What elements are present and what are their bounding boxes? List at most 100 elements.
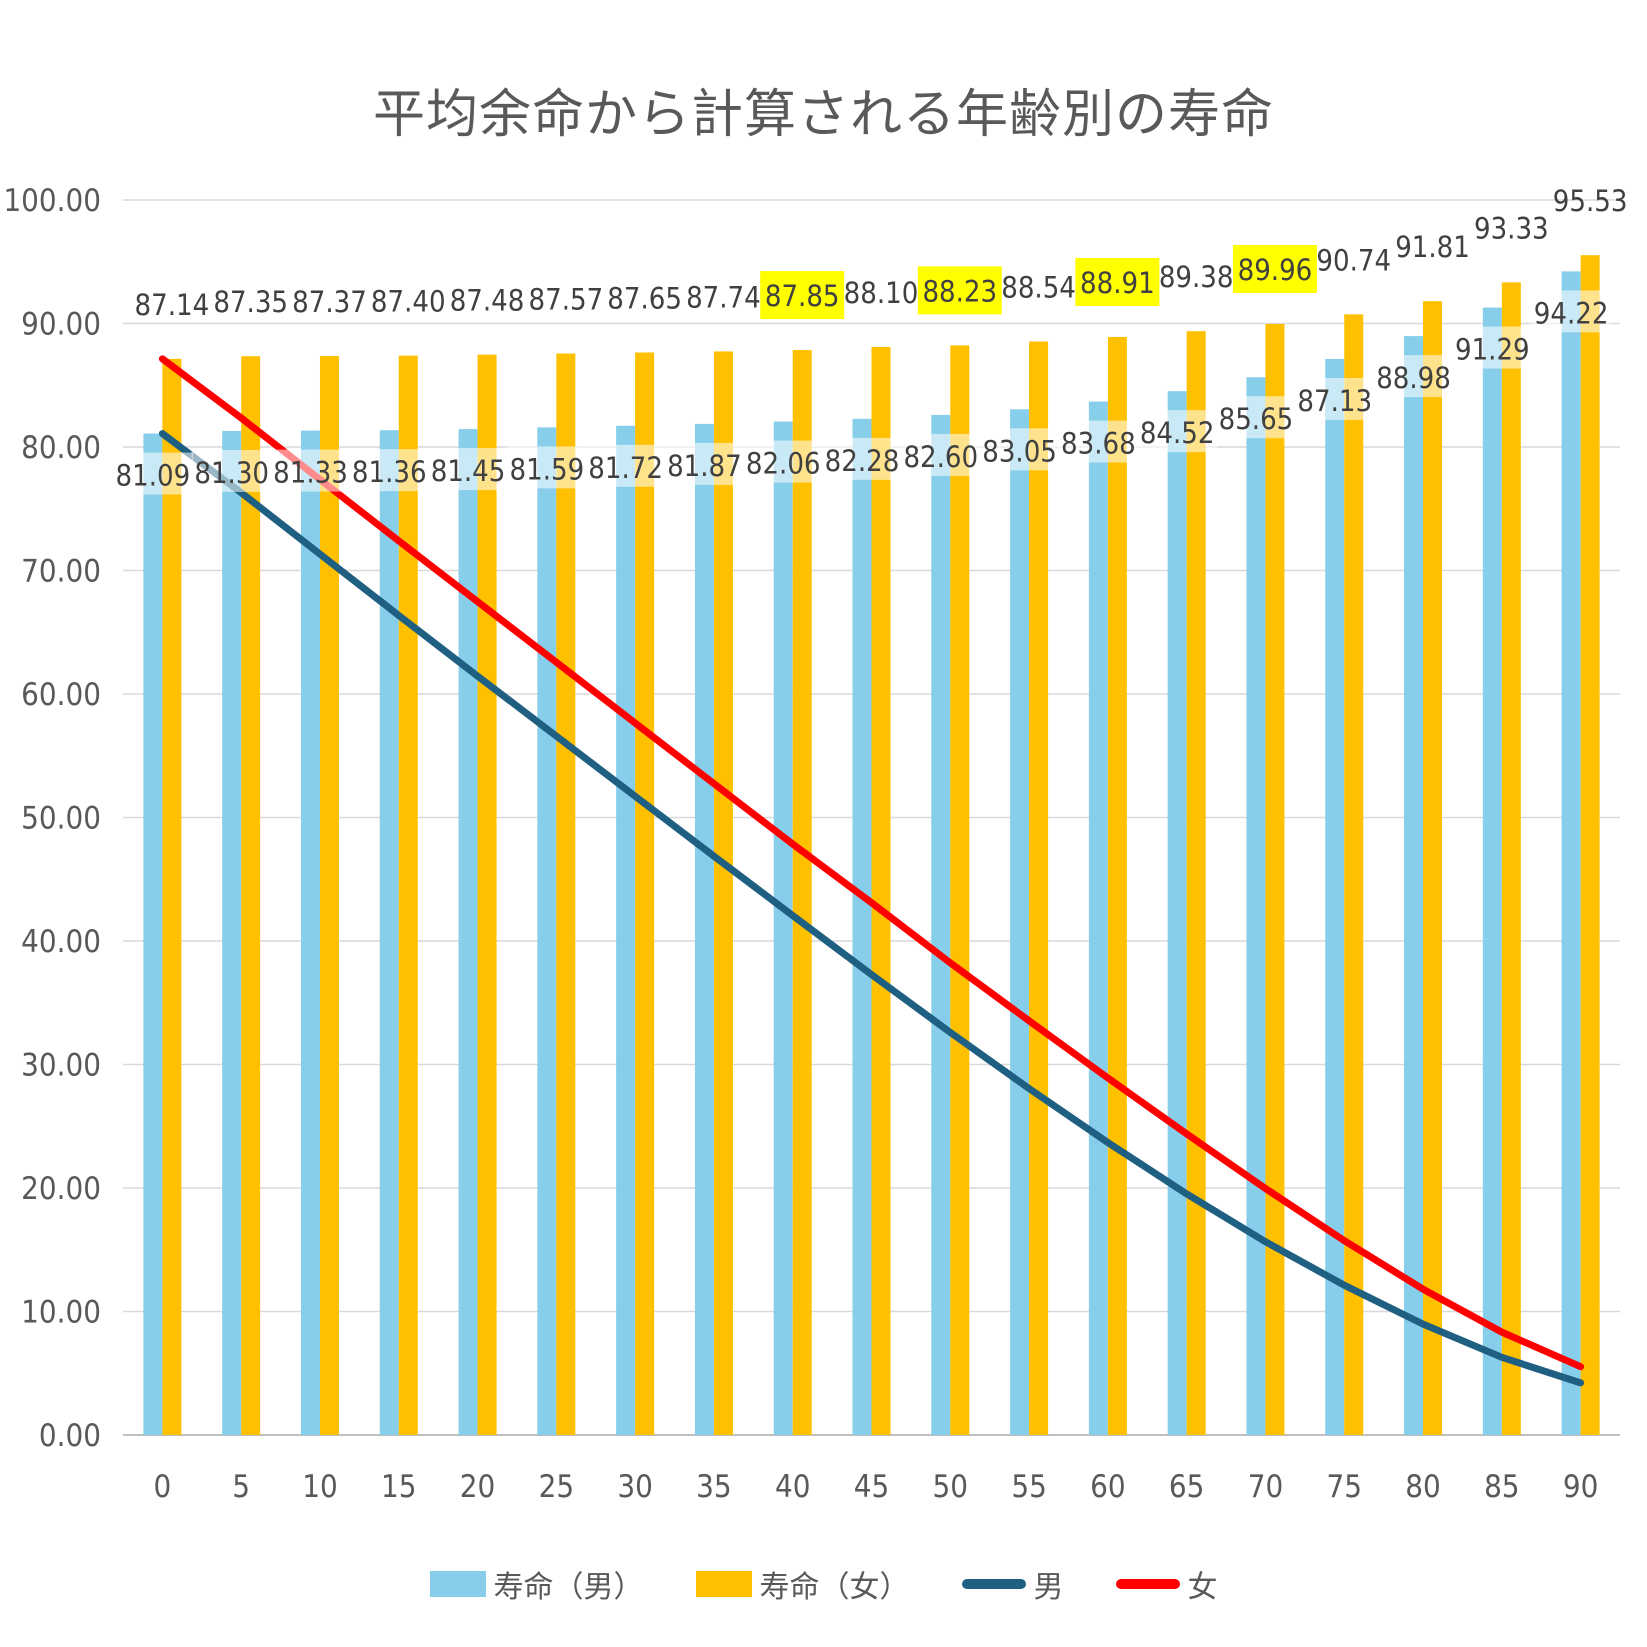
bar-male (1246, 377, 1266, 1435)
label-bg-male (1058, 420, 1139, 463)
label-highlight (917, 266, 1002, 315)
data-label-female: 88.23 (922, 274, 997, 308)
data-label-female: 87.35 (213, 285, 288, 319)
data-label-female: 89.96 (1238, 253, 1313, 287)
label-bg-male (743, 440, 824, 483)
legend-item-male-line: 男 (961, 1562, 1064, 1606)
legend-label-female-bar: 寿命（女） (759, 1570, 910, 1605)
x-tick-label: 10 (302, 1469, 337, 1505)
y-tick-label: 80.00 (21, 430, 101, 466)
y-tick-label: 30.00 (21, 1048, 101, 1084)
x-tick-label: 55 (1011, 1469, 1046, 1505)
y-tick-label: 100.00 (3, 183, 101, 219)
data-label-male: 94.22 (1534, 296, 1609, 330)
bar-female (319, 355, 339, 1436)
label-bg-male (1215, 396, 1296, 439)
data-label-female: 90.74 (1316, 243, 1391, 277)
data-label-female: 87.37 (292, 285, 367, 319)
label-bg-male (428, 448, 509, 491)
data-label-female: 91.81 (1395, 230, 1470, 264)
bar-male (1404, 336, 1424, 1436)
legend-label-male-bar: 寿命（男） (493, 1570, 644, 1605)
bar-female (792, 350, 812, 1435)
data-label-female: 88.10 (844, 276, 919, 310)
y-tick-label: 50.00 (21, 801, 101, 837)
label-highlight (760, 271, 845, 320)
x-tick-label: 25 (539, 1469, 574, 1505)
y-tick-label: 10.00 (21, 1295, 101, 1331)
legend: 寿命（男） 寿命（女） 男 女 (0, 1562, 1647, 1606)
label-bg-male (1452, 326, 1533, 369)
bar-female (871, 346, 891, 1436)
y-tick-label: 20.00 (21, 1171, 101, 1207)
bar-male (1167, 391, 1187, 1436)
x-tick-label: 5 (232, 1469, 250, 1505)
label-bg-male (506, 446, 587, 489)
label-bg-male (1137, 410, 1218, 453)
legend-swatch-female-bar (695, 1571, 752, 1597)
bar-female (1501, 282, 1521, 1435)
bar-female (398, 355, 418, 1435)
legend-item-female-bar: 寿命（女） (695, 1562, 910, 1606)
bar-female (950, 345, 970, 1435)
x-tick-label: 30 (617, 1469, 652, 1505)
legend-swatch-male-bar (429, 1571, 486, 1597)
y-tick-label: 0.00 (39, 1418, 101, 1454)
x-tick-label: 0 (154, 1469, 172, 1505)
bar-male (616, 425, 636, 1435)
data-label-male: 82.06 (746, 447, 821, 481)
legend-swatch-female-line (1115, 1579, 1180, 1589)
bar-male (1088, 401, 1108, 1435)
x-tick-label: 75 (1326, 1469, 1361, 1505)
label-highlight (1075, 257, 1160, 306)
label-bg-male (900, 433, 981, 476)
x-tick-label: 45 (854, 1469, 889, 1505)
data-label-male: 84.52 (1140, 416, 1215, 450)
data-label-male: 82.60 (903, 440, 978, 474)
y-tick-label: 60.00 (21, 677, 101, 713)
data-label-female: 87.85 (765, 279, 840, 313)
label-bg-male (822, 437, 902, 480)
bar-female (556, 353, 576, 1435)
bar-female (1107, 336, 1127, 1436)
data-label-male: 81.33 (273, 456, 348, 490)
data-label-male: 88.98 (1376, 361, 1451, 395)
x-tick-label: 85 (1484, 1469, 1519, 1505)
line-female (158, 355, 1585, 1371)
label-bg-male (1531, 290, 1612, 333)
data-label-male: 81.72 (588, 451, 663, 485)
data-label-female: 93.33 (1474, 211, 1549, 245)
bar-female (241, 356, 261, 1435)
x-tick-label: 20 (460, 1469, 495, 1505)
label-bg-male (1373, 355, 1454, 398)
bar-male (931, 414, 951, 1435)
bar-female (1344, 314, 1364, 1436)
data-label-male: 87.13 (1297, 384, 1372, 418)
bar-male (1561, 271, 1581, 1435)
data-label-female: 87.14 (135, 288, 210, 322)
x-tick-label: 50 (933, 1469, 968, 1505)
y-tick-label: 90.00 (21, 307, 101, 343)
bar-male (694, 423, 714, 1435)
x-tick-label: 15 (381, 1469, 416, 1505)
label-bg-male (979, 428, 1060, 471)
data-label-male: 91.29 (1455, 333, 1530, 367)
label-bg-male (112, 452, 193, 495)
data-label-male: 83.68 (1061, 427, 1136, 461)
bar-female (1423, 301, 1443, 1436)
legend-label-male-line: 男 (1033, 1570, 1064, 1605)
bar-female (635, 352, 655, 1436)
bar-male (458, 429, 478, 1435)
label-bg-male (664, 442, 745, 485)
legend-swatch-male-line (961, 1579, 1026, 1589)
legend-label-female-line: 女 (1187, 1570, 1218, 1605)
bar-male (300, 430, 320, 1436)
bar-female (1029, 341, 1049, 1435)
bar-male (852, 418, 872, 1435)
bar-female (1580, 255, 1600, 1436)
bar-male (1482, 307, 1502, 1436)
data-label-male: 81.45 (431, 454, 506, 488)
data-label-female: 89.38 (1159, 260, 1234, 294)
